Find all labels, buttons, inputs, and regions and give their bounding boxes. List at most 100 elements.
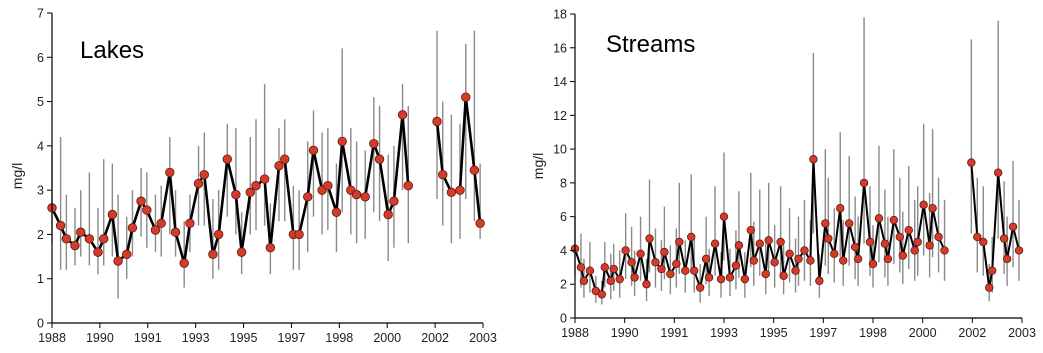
data-point: [579, 276, 589, 286]
data-point: [993, 168, 1003, 177]
data-point: [910, 246, 919, 255]
data-point: [821, 219, 830, 228]
data-point: [150, 225, 161, 235]
data-point: [432, 116, 442, 127]
x-tick-label: 1990: [611, 326, 639, 340]
data-point: [672, 259, 681, 269]
streams-panel: Streams mg/l 0 2 4 6 8 10 12 14 16 18 1988 1990 1991…: [530, 8, 1036, 341]
data-point: [231, 189, 241, 200]
data-point: [389, 196, 399, 206]
data-point: [716, 274, 726, 284]
y-tick-label: 6: [37, 51, 44, 65]
data-point: [585, 266, 595, 275]
data-point: [627, 258, 636, 267]
data-point: [165, 167, 175, 178]
data-point: [576, 263, 586, 272]
x-tick-label: 1998: [859, 326, 887, 340]
chart-title: Streams: [606, 31, 695, 58]
lakes-axes: 0 1 2 3 4 5 6 7 1988 1990 1991 1993 1995 1997 1998 2000…: [37, 7, 497, 346]
data-point: [84, 234, 95, 244]
data-point: [251, 181, 261, 191]
data-point: [785, 249, 794, 259]
data-point: [895, 232, 905, 242]
x-tick-label: 1997: [809, 326, 837, 340]
data-point: [642, 280, 651, 289]
data-point: [61, 234, 72, 244]
data-point: [865, 237, 875, 247]
data-point: [695, 283, 705, 292]
data-point: [438, 169, 448, 180]
data-point: [383, 209, 393, 220]
data-point: [725, 273, 735, 282]
data-point: [690, 266, 699, 275]
chart-title: Lakes: [80, 37, 144, 64]
data-point: [660, 247, 669, 257]
y-axis-label: mg/l: [530, 153, 546, 179]
data-point: [274, 161, 284, 171]
y-tick-label: 14: [553, 75, 567, 89]
data-point: [265, 243, 276, 253]
data-point: [99, 234, 109, 244]
x-tick-label: 1995: [760, 326, 788, 340]
data-point: [615, 274, 624, 284]
data-point: [179, 258, 189, 268]
data-point: [761, 269, 770, 279]
data-point: [259, 174, 270, 184]
data-point: [973, 232, 982, 242]
data-point: [397, 110, 408, 120]
streams-marks: [570, 17, 1024, 305]
x-tick-label: 2000: [909, 326, 937, 340]
data-point: [455, 185, 465, 195]
x-tick-label: 2000: [373, 331, 401, 345]
data-point: [874, 214, 884, 223]
series-line: [50, 113, 410, 265]
lakes-panel: Lakes mg/l 0 1 2 3 4 5 6 7 1988 1990 1991 1993 1995 1…: [9, 7, 497, 346]
streams-axes: 0 2 4 6 8 10 12 14 16 18 1988 1990 1991 1993 1995 1997 1…: [553, 8, 1036, 341]
data-point: [185, 218, 195, 229]
x-tick-label: 1995: [230, 331, 258, 345]
data-point: [898, 251, 907, 260]
data-point: [934, 232, 943, 242]
data-point: [809, 155, 818, 164]
data-point: [836, 204, 845, 213]
data-point: [868, 259, 878, 269]
lakes-marks: [47, 30, 485, 299]
data-point: [308, 145, 319, 155]
data-point: [806, 256, 815, 265]
data-point: [461, 92, 471, 102]
data-point: [791, 266, 800, 275]
data-point: [236, 247, 247, 257]
data-point: [55, 220, 66, 231]
data-point: [967, 158, 976, 167]
data-point: [600, 263, 609, 272]
y-tick-label: 7: [37, 7, 44, 21]
y-tick-label: 3: [37, 184, 44, 198]
data-point: [710, 239, 720, 248]
y-tick-label: 1: [37, 272, 44, 286]
data-point: [645, 234, 654, 243]
data-point: [985, 283, 994, 292]
x-tick-label: 1988: [561, 326, 589, 340]
data-point: [740, 274, 750, 284]
data-point: [800, 246, 809, 255]
data-point: [208, 249, 218, 260]
data-point: [859, 178, 869, 188]
data-point: [824, 234, 833, 243]
data-point: [213, 229, 224, 240]
data-point: [337, 136, 347, 147]
y-tick-label: 0: [37, 317, 44, 331]
data-point: [621, 246, 630, 255]
x-tick-label: 2002: [421, 331, 449, 345]
y-tick-label: 4: [37, 139, 44, 153]
data-point: [609, 264, 618, 274]
x-tick-label: 1991: [660, 326, 688, 340]
data-point: [764, 236, 773, 245]
data-point: [142, 205, 152, 215]
y-tick-label: 18: [553, 8, 567, 22]
data-point: [731, 261, 741, 270]
data-point: [369, 138, 379, 149]
data-point: [746, 225, 756, 235]
data-point: [156, 218, 166, 229]
data-point: [1008, 222, 1018, 231]
